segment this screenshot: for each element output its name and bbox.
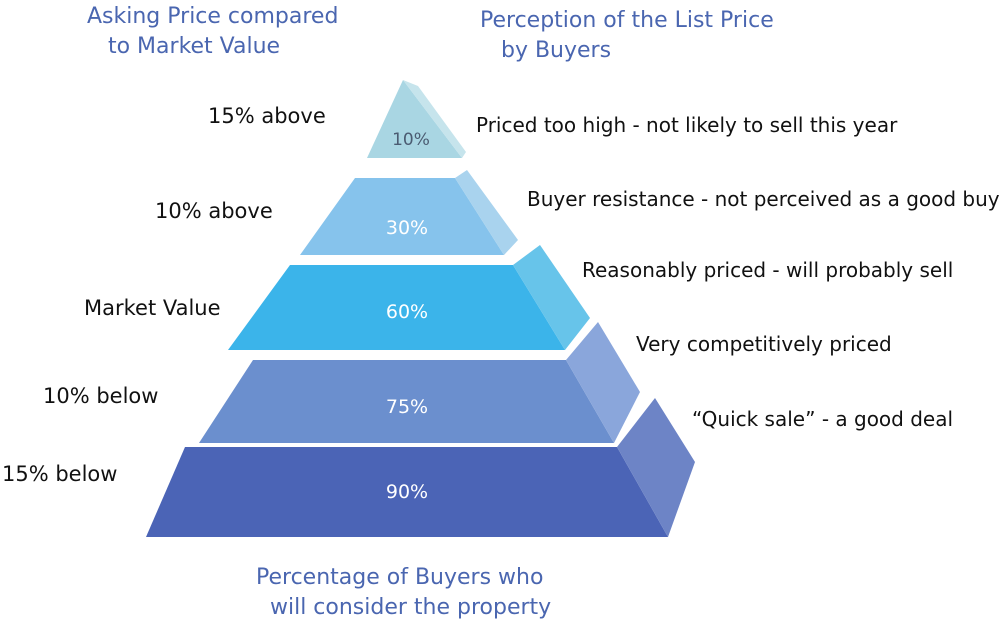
perception-label-tier-1: Priced too high - not likely to sell thi… — [476, 113, 898, 137]
asking-label-market-value: Market Value — [84, 296, 221, 320]
asking-label-15-above: 15% above — [208, 104, 326, 128]
tier-front — [199, 360, 614, 443]
tier-side — [403, 80, 466, 158]
tier-market-value — [228, 245, 590, 350]
percent-label-tier-1: 10% — [392, 130, 430, 150]
asking-label-10-above: 10% above — [155, 199, 273, 223]
tier-front — [228, 265, 565, 350]
tier-front — [146, 447, 668, 537]
tier-side — [455, 170, 518, 255]
percent-label-tier-2: 30% — [385, 217, 429, 239]
tier-15-below — [146, 398, 695, 537]
tier-10-below — [199, 322, 640, 443]
tier-front — [367, 80, 462, 158]
tier-side — [617, 398, 695, 537]
left-column-header: Asking Price compared to Market Value — [87, 4, 339, 59]
right-column-header: Perception of the List Price by Buyers — [480, 8, 774, 63]
perception-label-tier-4: Very competitively priced — [636, 332, 892, 356]
tier-15-above — [367, 80, 466, 158]
perception-label-tier-2: Buyer resistance - not perceived as a go… — [527, 187, 1000, 211]
asking-label-15-below: 15% below — [2, 462, 118, 486]
percent-label-tier-3: 60% — [385, 301, 429, 323]
percent-label-tier-4: 75% — [385, 396, 429, 418]
perception-label-tier-5: “Quick sale” - a good deal — [692, 407, 954, 431]
tier-side — [566, 322, 640, 443]
bottom-caption: Percentage of Buyers who will consider t… — [256, 565, 552, 620]
tier-front — [300, 178, 504, 255]
tier-10-above — [300, 170, 518, 255]
percent-label-tier-5: 90% — [385, 481, 429, 503]
asking-label-10-below: 10% below — [43, 384, 159, 408]
tier-side — [513, 245, 590, 350]
perception-label-tier-3: Reasonably priced - will probably sell — [582, 258, 954, 282]
